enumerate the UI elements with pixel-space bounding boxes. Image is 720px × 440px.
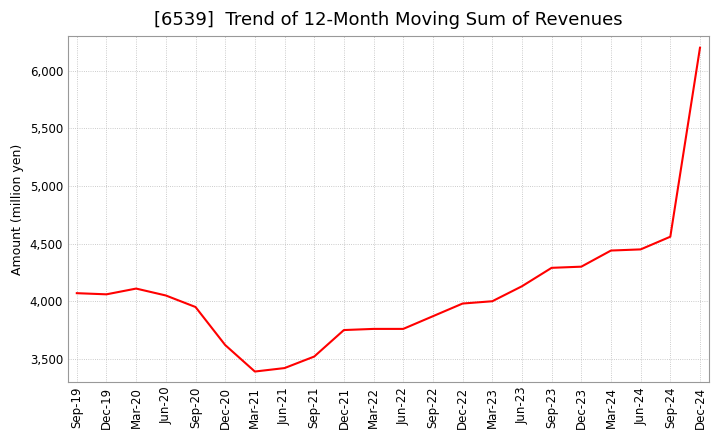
Y-axis label: Amount (million yen): Amount (million yen) <box>11 143 24 275</box>
Title: [6539]  Trend of 12-Month Moving Sum of Revenues: [6539] Trend of 12-Month Moving Sum of R… <box>154 11 623 29</box>
